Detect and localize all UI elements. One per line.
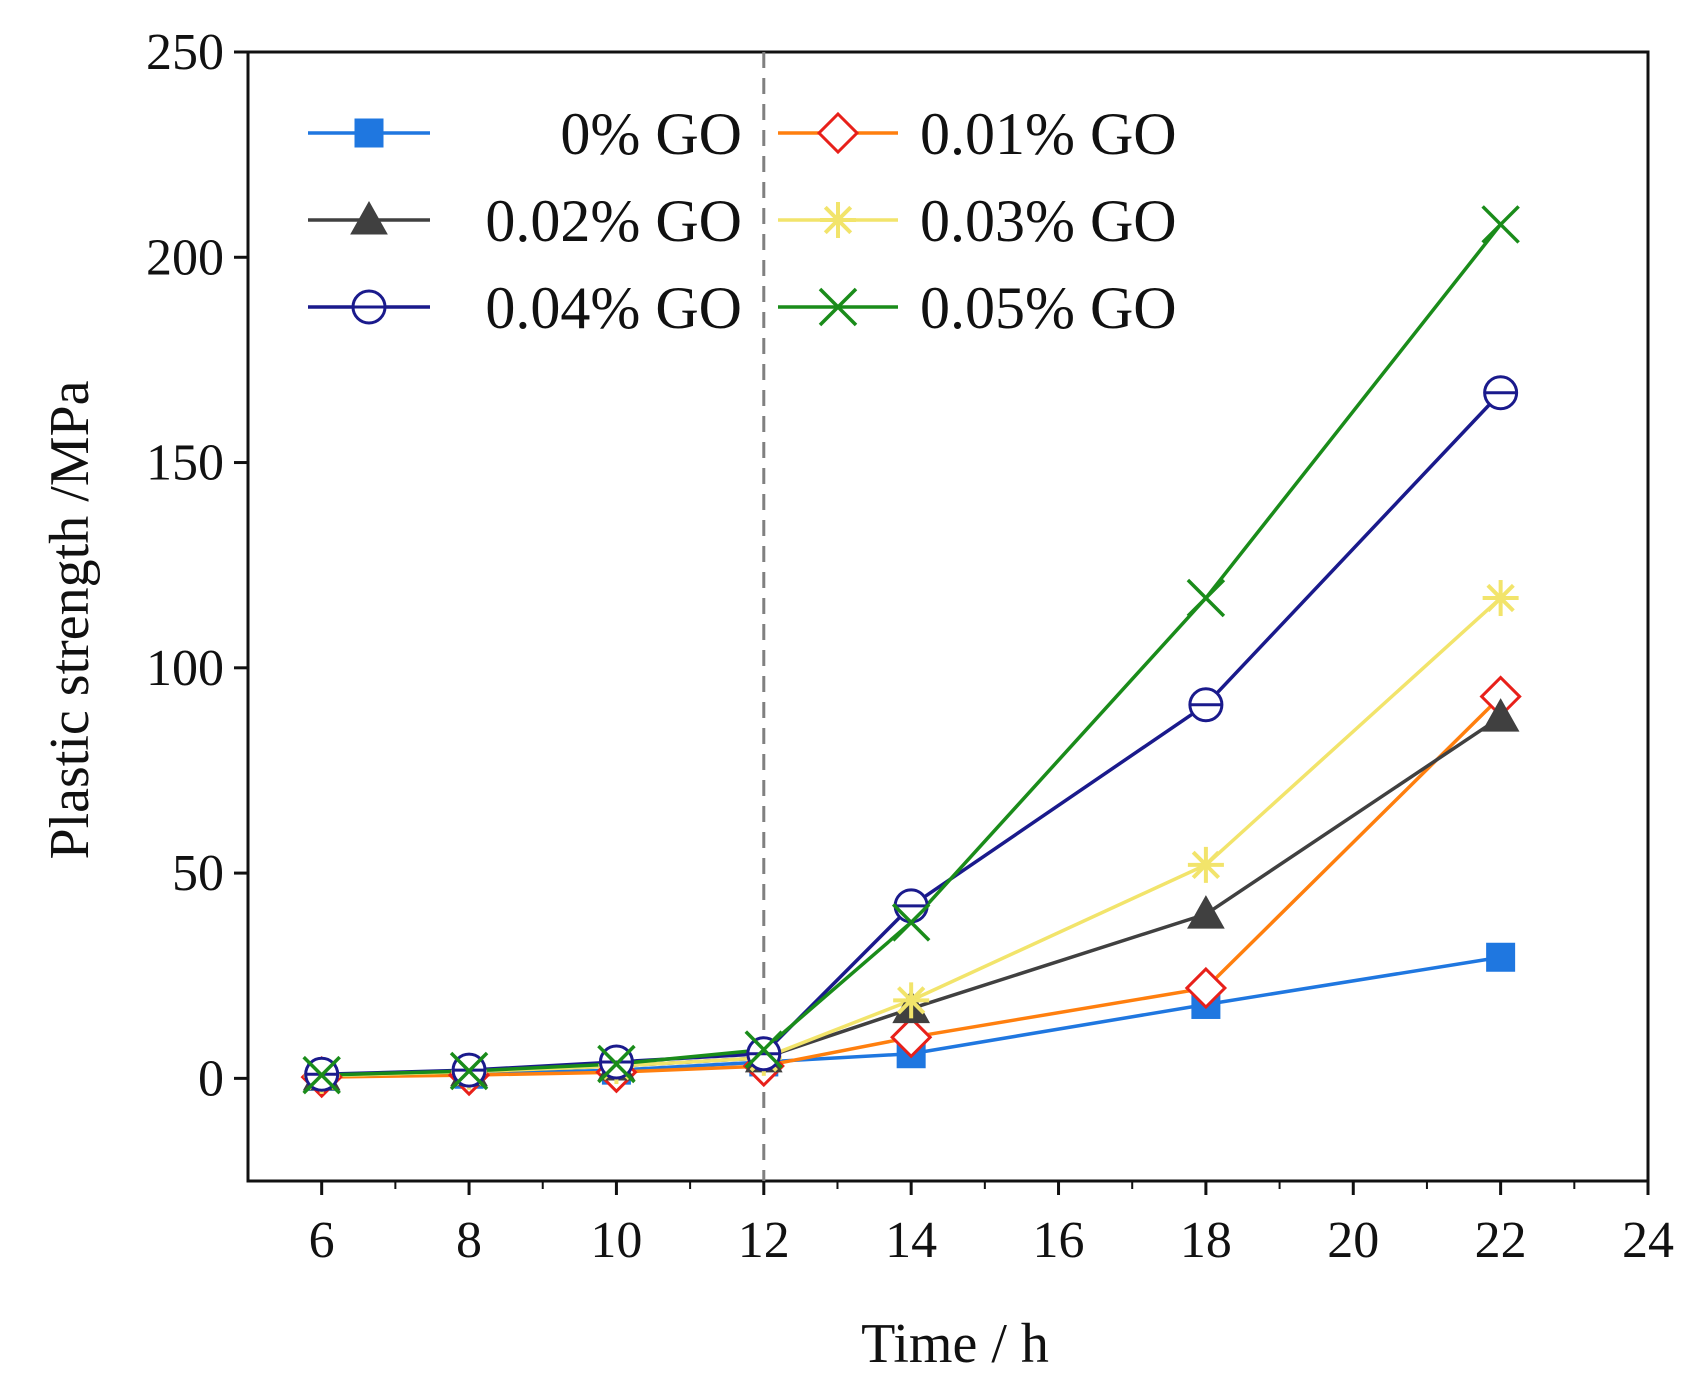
legend-0-05pct-go-swatch-marker-stroke-b — [818, 287, 858, 327]
series-0-05pct-go-point — [1186, 578, 1226, 618]
series-0-05pct-go-point-stroke-b — [302, 1055, 341, 1095]
series-0pct-go-point-shape — [1486, 942, 1516, 972]
series-0-03pct-go-point — [1187, 846, 1224, 883]
x-tick-label: 18 — [1180, 1212, 1232, 1269]
x-tick-label: 14 — [885, 1212, 937, 1269]
x-tick-label: 12 — [738, 1212, 790, 1269]
series-0-03pct-go-point-ray — [1486, 583, 1515, 613]
y-tick-label: 200 — [146, 229, 224, 286]
series-0-05pct-go-point — [302, 1055, 341, 1095]
series-0-03pct-go-point-ray — [1191, 850, 1221, 880]
series-0-04pct-go-point — [893, 888, 929, 924]
series-0-04pct-go-point — [746, 1036, 782, 1072]
legend-0pct-go: 0% GO — [308, 101, 742, 167]
legend-0-03pct-go-label: 0.03% GO — [920, 188, 1177, 254]
x-tick-label: 6 — [309, 1212, 335, 1269]
legend-0-02pct-go-label: 0.02% GO — [485, 188, 742, 254]
series-0-03pct-go-point-ray — [897, 986, 926, 1015]
series-0-05pct-go-point — [449, 1051, 489, 1091]
series-0-03pct-go-point — [1482, 580, 1519, 617]
series-0-04pct-go-point — [1188, 687, 1224, 723]
legend-0-03pct-go-swatch-marker — [820, 202, 856, 238]
series-0-05pct-go-point-stroke-b — [1186, 578, 1226, 618]
series-0-05pct-go-line — [321, 223, 1503, 1077]
legend-0-05pct-go-label: 0.05% GO — [920, 275, 1177, 341]
legend-0-01pct-go-label: 0.01% GO — [920, 101, 1177, 167]
legend-0pct-go-label: 0% GO — [560, 101, 742, 167]
series-0-01pct-go-point-shape — [1184, 966, 1228, 1010]
legend-0-02pct-go: 0.02% GO — [308, 188, 742, 254]
series-0-02pct-go-point — [1481, 698, 1520, 732]
x-tick-label: 24 — [1622, 1212, 1674, 1269]
y-tick-label: 50 — [172, 845, 224, 902]
series-0-05pct-go-point — [597, 1044, 636, 1084]
series-0-05pct-go-point — [1481, 205, 1520, 244]
y-tick-label: 0 — [198, 1050, 224, 1107]
legend-0-04pct-go: 0.04% GO — [308, 275, 742, 341]
series-0pct-go-point — [1486, 942, 1516, 972]
series-0-05pct-go-point-stroke-b — [449, 1051, 489, 1091]
series-0-05pct-go-point-stroke-b — [891, 903, 931, 942]
legend-0-04pct-go-swatch-marker — [351, 289, 387, 325]
legend-0-05pct-go: 0.05% GO — [778, 275, 1177, 341]
series-0-02pct-go-point — [1187, 895, 1225, 929]
legend-0-04pct-go-label: 0.04% GO — [485, 275, 742, 341]
x-axis-title: Time / h — [861, 1313, 1049, 1375]
series-0-01pct-go-point-shape — [890, 1016, 933, 1059]
plot-frame — [246, 50, 1650, 1183]
legend-0-01pct-go: 0.01% GO — [778, 101, 1177, 167]
x-tick-label: 16 — [1033, 1212, 1085, 1269]
legend-0-05pct-go-swatch-marker — [818, 287, 858, 327]
series-0-01pct-go-point — [890, 1016, 933, 1059]
series-0-05pct-go-point-stroke-b — [744, 1030, 784, 1069]
legend-0-01pct-go-swatch-marker-shape — [816, 111, 860, 155]
legend-0pct-go-swatch-marker-shape — [354, 118, 384, 148]
legend-0-02pct-go-swatch-marker-shape — [350, 200, 388, 235]
y-tick-label: 150 — [146, 435, 224, 492]
x-tick-label: 22 — [1475, 1212, 1527, 1269]
legend-0-01pct-go-swatch-marker — [816, 111, 860, 155]
series-0-04pct-go-line — [321, 391, 1502, 1077]
y-axis-title: Plastic strength /MPa — [39, 380, 101, 859]
series-0-02pct-go-point-shape — [1187, 895, 1225, 929]
x-tick-label: 8 — [456, 1212, 482, 1269]
legend-0-03pct-go: 0.03% GO — [778, 188, 1177, 254]
series-0-05pct-go-point — [744, 1030, 784, 1069]
legend-0-02pct-go-swatch-marker — [350, 200, 388, 235]
series-0-05pct-go-point-stroke-b — [597, 1044, 636, 1084]
x-tick-label: 10 — [590, 1212, 642, 1269]
series-0-02pct-go-point-shape — [1481, 698, 1520, 732]
legend-0-03pct-go-swatch-marker-ray — [823, 205, 853, 235]
y-tick-label: 100 — [146, 640, 224, 697]
series-0-05pct-go-point-stroke-b — [1481, 205, 1520, 244]
series-0-01pct-go-point — [1184, 966, 1228, 1010]
series-0-05pct-go-point — [891, 903, 931, 942]
legend-0pct-go-swatch-marker — [354, 118, 384, 148]
y-tick-label: 250 — [146, 24, 224, 81]
x-tick-label: 20 — [1327, 1212, 1379, 1269]
series-0-04pct-go-point — [1483, 375, 1519, 411]
series-0-03pct-go-point — [893, 982, 930, 1019]
